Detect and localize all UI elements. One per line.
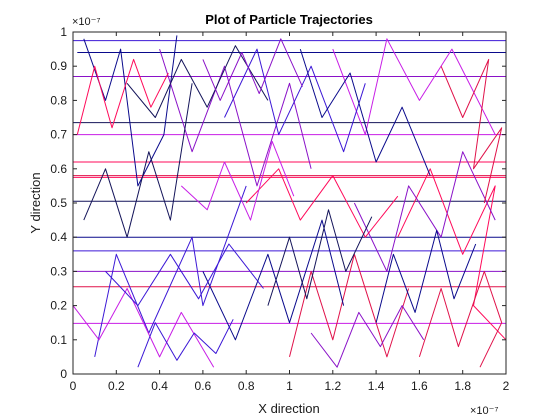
trajectory-line: [83, 83, 193, 238]
x-tick-label: 1.4: [368, 379, 385, 393]
x-tick-label: 1.2: [324, 379, 341, 393]
trajectory-line: [202, 38, 303, 101]
trajectory-line: [353, 151, 496, 272]
trajectory-line: [137, 319, 234, 368]
trajectory-line: [440, 58, 503, 204]
trajectory-line: [289, 253, 410, 358]
y-tick-label: 0.6: [50, 162, 67, 176]
trajectory-line: [73, 288, 215, 368]
series-layer: [73, 35, 506, 368]
y-tick-label: 1: [60, 25, 67, 39]
plot-area: [72, 31, 507, 375]
trajectory-line: [267, 209, 373, 306]
y-tick-label: 0.2: [50, 299, 67, 313]
y-tick-label: 0.8: [50, 93, 67, 107]
y-tick-label: 0: [60, 367, 67, 381]
trajectory-line: [202, 219, 345, 341]
x-tick-label: 0.6: [195, 379, 212, 393]
x-exponent-label: ×10⁻⁷: [470, 405, 498, 417]
y-axis-label: Y direction: [28, 172, 43, 233]
trajectory-line: [76, 58, 169, 135]
x-tick-label: 0.4: [151, 379, 168, 393]
y-tick-label: 0.3: [50, 264, 67, 278]
trajectory-line: [224, 48, 366, 153]
trajectory-line: [310, 305, 425, 368]
trajectory-line: [397, 168, 506, 341]
x-tick-label: 1.6: [411, 379, 428, 393]
y-axis-ticks: 0 0.1 0.2 0.3 0.4 0.5 0.6 0.7 0.8 0.9 1: [50, 25, 506, 381]
y-tick-label: 0.5: [50, 196, 67, 210]
y-tick-label: 0.4: [50, 230, 67, 244]
trajectory-line: [418, 270, 503, 368]
plot-background: [73, 32, 506, 374]
x-tick-label: 0.2: [108, 379, 125, 393]
x-tick-label: 1.8: [454, 379, 471, 393]
trajectory-line: [159, 48, 312, 187]
trajectory-line: [105, 243, 264, 307]
x-tick-label: 1: [286, 379, 293, 393]
x-tick-label: 2: [503, 379, 510, 393]
y-tick-label: 0.7: [50, 128, 67, 142]
trajectory-line: [180, 140, 295, 221]
chart-title: Plot of Particle Trajectories: [205, 12, 373, 27]
trajectory-line: [299, 48, 431, 176]
y-tick-label: 0.1: [50, 333, 67, 347]
y-tick-label: 0.9: [50, 59, 67, 73]
x-tick-label: 0: [70, 379, 77, 393]
trajectory-line: [332, 38, 496, 136]
y-exponent-label: ×10⁻⁷: [72, 16, 100, 28]
x-tick-label: 0.8: [238, 379, 255, 393]
trajectory-line: [375, 229, 477, 323]
trajectory-line: [245, 168, 399, 238]
x-axis-label: X direction: [258, 401, 319, 416]
x-axis-ticks: 0 0.2 0.4 0.6 0.8 1 1.2 1.4 1.6 1.8 2: [70, 32, 510, 393]
